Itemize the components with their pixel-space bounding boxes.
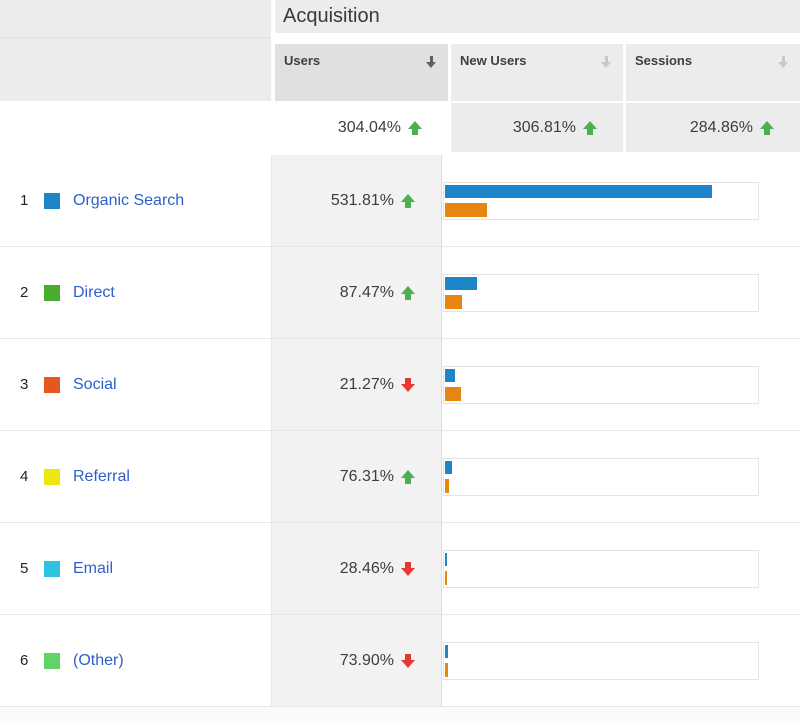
- users-change-value: 531.81%: [330, 191, 394, 209]
- summary-row: 304.04% 306.81% 284.86%: [0, 103, 800, 152]
- change-up-arrow-icon: [408, 120, 422, 135]
- table-row: 3 Social 21.27%: [0, 339, 800, 431]
- summary-sessions-value: 284.86%: [689, 118, 753, 136]
- users-change-cell: 531.81%: [272, 155, 442, 246]
- channel-link[interactable]: Email: [73, 559, 114, 577]
- users-change-cell: 87.47%: [272, 247, 442, 338]
- channel-link[interactable]: (Other): [73, 651, 124, 669]
- legend-swatch: [44, 652, 60, 669]
- legend-swatch: [44, 560, 60, 577]
- sessions-bar: [445, 203, 487, 217]
- bar-chart: [443, 181, 759, 220]
- sort-descending-icon: [426, 56, 436, 68]
- legend-swatch: [44, 376, 60, 393]
- users-change-value: 21.27%: [339, 375, 394, 393]
- column-header-sessions[interactable]: Sessions: [626, 44, 800, 101]
- row-index: 2: [20, 284, 29, 301]
- sort-descending-icon: [778, 56, 788, 68]
- bar-chart-cell: [442, 615, 800, 706]
- change-arrow-icon: [401, 561, 415, 576]
- table-row: 2 Direct 87.47%: [0, 247, 800, 339]
- summary-users-value: 304.04%: [337, 118, 401, 136]
- channel-cell: 6 (Other): [0, 615, 272, 706]
- bar-chart: [443, 457, 759, 496]
- summary-new-users-value: 306.81%: [512, 118, 576, 136]
- legend-swatch: [44, 284, 60, 301]
- column-header-new-users[interactable]: New Users: [451, 44, 623, 101]
- summary-new-users-change: 306.81%: [451, 103, 623, 152]
- users-change-cell: 76.31%: [272, 431, 442, 522]
- channel-link[interactable]: Referral: [73, 467, 130, 485]
- table-footer-spacer: [0, 707, 800, 721]
- table-row: 6 (Other) 73.90%: [0, 615, 800, 707]
- channel-cell: 5 Email: [0, 523, 272, 614]
- table-row: 1 Organic Search 531.81%: [0, 155, 800, 247]
- change-arrow-icon: [401, 653, 415, 668]
- users-change-value: 87.47%: [339, 283, 394, 301]
- summary-sessions-change: 284.86%: [626, 103, 800, 152]
- users-bar: [445, 460, 452, 474]
- table-row: 5 Email 28.46%: [0, 523, 800, 615]
- change-up-arrow-icon: [583, 120, 597, 135]
- users-bar: [445, 644, 449, 658]
- row-index: 3: [20, 376, 29, 393]
- legend-swatch: [44, 192, 60, 209]
- users-bar: [445, 184, 713, 198]
- bar-chart-cell: [442, 155, 800, 246]
- channel-link[interactable]: Organic Search: [73, 191, 185, 209]
- panel-title: Acquisition: [275, 0, 800, 33]
- channel-link[interactable]: Social: [73, 375, 117, 393]
- users-bar: [445, 276, 477, 290]
- bar-chart: [443, 641, 759, 680]
- bar-chart: [443, 549, 759, 588]
- column-header-new-users-label: New Users: [460, 53, 527, 68]
- bar-chart-cell: [442, 339, 800, 430]
- users-change-value: 73.90%: [339, 651, 394, 669]
- users-change-cell: 73.90%: [272, 615, 442, 706]
- sessions-bar: [445, 295, 462, 309]
- divider: [0, 37, 271, 38]
- channel-cell: 4 Referral: [0, 431, 272, 522]
- sessions-bar: [445, 663, 449, 677]
- row-index: 6: [20, 652, 29, 669]
- users-change-value: 76.31%: [339, 467, 394, 485]
- column-header-sessions-label: Sessions: [635, 53, 693, 68]
- table-row: 4 Referral 76.31%: [0, 431, 800, 523]
- summary-users-change: 304.04%: [275, 103, 448, 152]
- change-arrow-icon: [401, 193, 415, 208]
- sessions-bar: [445, 479, 450, 493]
- users-bar: [445, 552, 448, 566]
- legend-swatch: [44, 468, 60, 485]
- channel-cell: 2 Direct: [0, 247, 272, 338]
- column-header-users[interactable]: Users: [275, 44, 448, 101]
- sessions-bar: [445, 571, 448, 585]
- sort-descending-icon: [601, 56, 611, 68]
- bar-chart-cell: [442, 523, 800, 614]
- change-up-arrow-icon: [760, 120, 774, 135]
- users-change-cell: 28.46%: [272, 523, 442, 614]
- channel-link[interactable]: Direct: [73, 283, 115, 301]
- channel-cell: 1 Organic Search: [0, 155, 272, 246]
- bar-chart: [443, 365, 759, 404]
- users-change-cell: 21.27%: [272, 339, 442, 430]
- users-bar: [445, 368, 455, 382]
- sessions-bar: [445, 387, 461, 401]
- table-body: 1 Organic Search 531.81% 2 Direct: [0, 155, 800, 707]
- bar-chart: [443, 273, 759, 312]
- column-header-users-label: Users: [284, 53, 321, 68]
- row-index: 1: [20, 192, 29, 209]
- row-index: 5: [20, 560, 29, 577]
- bar-chart-cell: [442, 431, 800, 522]
- users-change-value: 28.46%: [339, 559, 394, 577]
- channel-cell: 3 Social: [0, 339, 272, 430]
- change-arrow-icon: [401, 285, 415, 300]
- change-arrow-icon: [401, 469, 415, 484]
- bar-chart-cell: [442, 247, 800, 338]
- row-index: 4: [20, 468, 29, 485]
- change-arrow-icon: [401, 377, 415, 392]
- table-header: Acquisition Users New Users Sessions: [0, 0, 800, 101]
- header-left-spacer: [0, 0, 271, 101]
